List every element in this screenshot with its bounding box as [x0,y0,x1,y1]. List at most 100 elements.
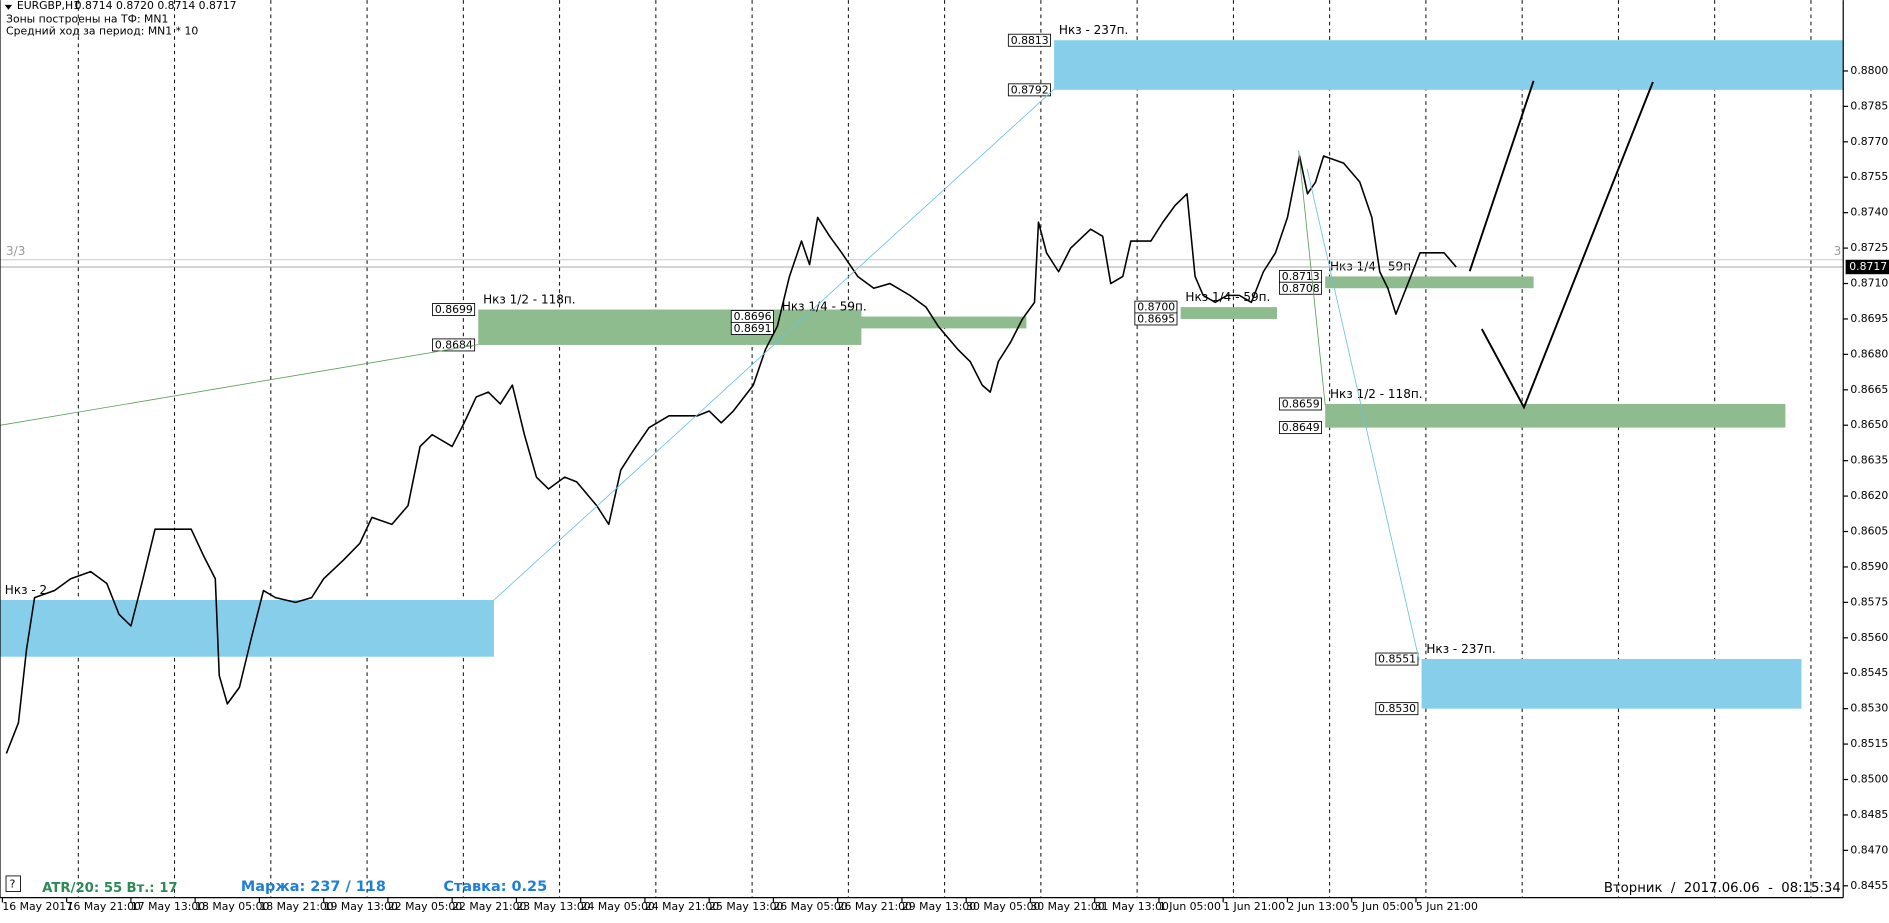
x-tick-label: 16 May 2017 [2,900,73,913]
y-tick-label: 0.8695 [1850,312,1888,325]
y-tick-label: 0.8650 [1850,418,1888,431]
y-tick-label: 0.8800 [1850,64,1888,77]
x-tick-label: 22 May 05:00 [388,900,462,913]
arrow-drawing [1468,80,1535,272]
x-tick-label: 23 May 13:00 [516,900,590,913]
margin-label: Маржа: 237 / 118 [241,879,386,895]
zone [1325,403,1786,428]
x-tick-label: 26 May 05:00 [773,900,847,913]
y-tick-label: 0.8785 [1850,99,1888,112]
price-line-series [5,155,1457,754]
x-tick-label: 22 May 21:00 [452,900,526,913]
trend-line [493,88,1055,601]
ohlc: 0.8714 0.8720 0.8714 0.8717 [75,0,237,12]
zone-label: Нкз 1/4 - 59п. [1185,290,1270,304]
price-tag-label: 0.8691 [734,322,772,335]
price-tag-label: 0.8696 [734,310,772,323]
price-tag-label: 0.8649 [1282,421,1320,434]
trend-line [1306,168,1420,661]
x-tick-label: 1 Jun 21:00 [1223,900,1285,913]
datetime: Вторник / 2017.06.06 - 08:15:34 [1604,881,1841,896]
zone-label: Нкз 1/4 - 59п. [782,299,867,313]
x-tick-label: 18 May 05:00 [195,900,269,913]
x-tick-label: 31 May 13:00 [1095,900,1169,913]
price-tag [1007,33,1051,47]
x-tick-label: 24 May 21:00 [645,900,719,913]
zone [777,316,1027,329]
level-label: 3/3 [6,244,25,258]
y-tick-label: 0.8740 [1850,206,1888,219]
y-tick-label: 0.8770 [1850,135,1888,148]
price-tag [432,303,476,316]
price-tag-label: 0.8792 [1011,83,1049,96]
price-tag-label: 0.8708 [1282,282,1320,295]
x-tick-label: 18 May 21:00 [259,900,333,913]
y-tick-label: 0.8620 [1850,489,1888,502]
last-price-label: 0.8717 [1849,260,1887,273]
x-tick-label: 2 Jun 13:00 [1287,900,1349,913]
price-tag-label: 0.8695 [1137,313,1175,326]
price-tag-label: 0.8659 [1282,398,1320,411]
rate-label: Ставка: 0.25 [443,879,547,895]
zone-label: Нкз 1/2 - 118п. [1330,387,1423,401]
zone-label: Нкз - 237п. [1059,23,1128,37]
zone [1054,40,1844,90]
help-label[interactable]: ? [10,877,16,890]
zone [1325,276,1534,289]
price-tag-label: 0.8684 [435,339,473,352]
price-tag [730,321,774,335]
price-tag [1375,702,1419,716]
x-tick-label: 16 May 21:00 [67,900,141,913]
zone-label: Нкз - 237п. [1426,642,1495,656]
price-tag-label: 0.8551 [1378,653,1416,666]
price-tag-label: 0.8713 [1282,270,1320,283]
y-tick-label: 0.8725 [1850,241,1888,254]
x-tick-label: 19 May 13:00 [324,900,398,913]
x-tick-label: 5 Jun 21:00 [1416,900,1478,913]
help-button[interactable] [5,875,21,893]
atr-label: ATR/20: 55 [42,881,122,896]
price-tag-label: 0.8813 [1011,34,1049,47]
level-label: 3 [1834,244,1842,258]
zone-label: Нкз 1/2 - 118п. [483,292,576,306]
price-tag [1278,281,1322,295]
zone-label: Нкз - 2 [5,583,47,597]
y-tick-label: 0.8665 [1850,383,1888,396]
y-tick-label: 0.8755 [1850,170,1888,183]
y-tick-label: 0.8710 [1850,277,1888,290]
x-tick-label: 30 May 21:00 [1030,900,1104,913]
y-tick-label: 0.8590 [1850,560,1888,573]
x-tick-label: 25 May 13:00 [709,900,783,913]
price-tag [1375,652,1419,666]
x-tick-label: 5 Jun 05:00 [1352,900,1414,913]
symbol: EURGBP,H1 [17,0,80,12]
y-tick-label: 0.8605 [1850,525,1888,538]
vt-label: Вт.: 17 [126,881,177,896]
price-tag [1278,421,1322,435]
price-tag-label: 0.8700 [1137,301,1175,314]
zone [1180,307,1278,319]
last-price-tag [1845,259,1889,275]
menu-icon [4,4,13,10]
y-tick-label: 0.8485 [1850,808,1888,821]
y-tick-label: 0.8515 [1850,737,1888,750]
zone [1421,659,1802,709]
x-tick-label: 1 Jun 05:00 [1159,900,1221,913]
price-tag [1134,312,1178,326]
arrow-drawing [1480,81,1654,410]
y-tick-label: 0.8635 [1850,454,1888,467]
x-tick-label: 29 May 13:00 [902,900,976,913]
price-tag [1278,397,1322,411]
x-tick-label: 26 May 21:00 [838,900,912,913]
y-tick-label: 0.8500 [1850,773,1888,786]
y-tick-label: 0.8575 [1850,595,1888,608]
price-tag-label: 0.8530 [1378,702,1416,715]
trend-line [0,344,479,426]
y-tick-label: 0.8470 [1850,843,1888,856]
price-tag [1007,83,1051,97]
zone-label: Нкз 1/4 - 59п. [1330,259,1415,273]
x-tick-label: 30 May 05:00 [966,900,1040,913]
x-tick-label: 17 May 13:00 [131,900,205,913]
